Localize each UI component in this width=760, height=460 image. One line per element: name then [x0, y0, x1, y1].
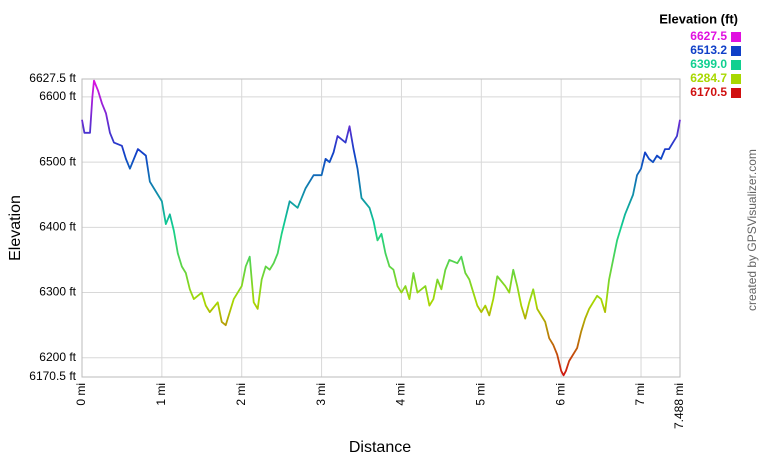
y-tick-label: 6500 ft: [39, 154, 76, 168]
x-tick-label: 4 mi: [394, 383, 408, 406]
legend-title: Elevation (ft): [659, 11, 738, 26]
x-tick-label: 0 mi: [74, 383, 88, 406]
elevation-line: [81, 79, 681, 377]
x-axis-title: Distance: [349, 439, 411, 456]
legend-swatch: [731, 88, 741, 98]
y-tick-label: 6400 ft: [39, 220, 76, 234]
x-tick-label: 1 mi: [154, 383, 168, 406]
y-axis-title: Elevation: [7, 195, 24, 261]
x-tick-label: 2 mi: [234, 383, 248, 406]
credit: created by GPSVisualizer.com: [745, 149, 759, 311]
x-tick-label: 7.488 mi: [672, 383, 686, 429]
legend-label: 6284.7: [690, 71, 727, 85]
x-tick-label: 5 mi: [473, 383, 487, 406]
legend-swatch: [731, 32, 741, 42]
legend-label: 6627.5: [690, 29, 727, 43]
y-tick-label: 6627.5 ft: [29, 71, 76, 85]
y-tick-label: 6200 ft: [39, 350, 76, 364]
plot-border: [81, 78, 681, 378]
y-tick-label: 6300 ft: [39, 285, 76, 299]
x-tick-label: 3 mi: [314, 383, 328, 406]
legend-label: 6399.0: [690, 57, 727, 71]
x-tick-label: 7 mi: [633, 383, 647, 406]
legend-label: 6170.5: [690, 85, 727, 99]
legend-label: 6513.2: [690, 43, 727, 57]
x-tick-label: 6 mi: [553, 383, 567, 406]
legend-swatch: [731, 46, 741, 56]
legend-swatch: [731, 74, 741, 84]
legend-swatch: [731, 60, 741, 70]
y-tick-label: 6170.5 ft: [29, 369, 76, 383]
y-tick-label: 6600 ft: [39, 89, 76, 103]
